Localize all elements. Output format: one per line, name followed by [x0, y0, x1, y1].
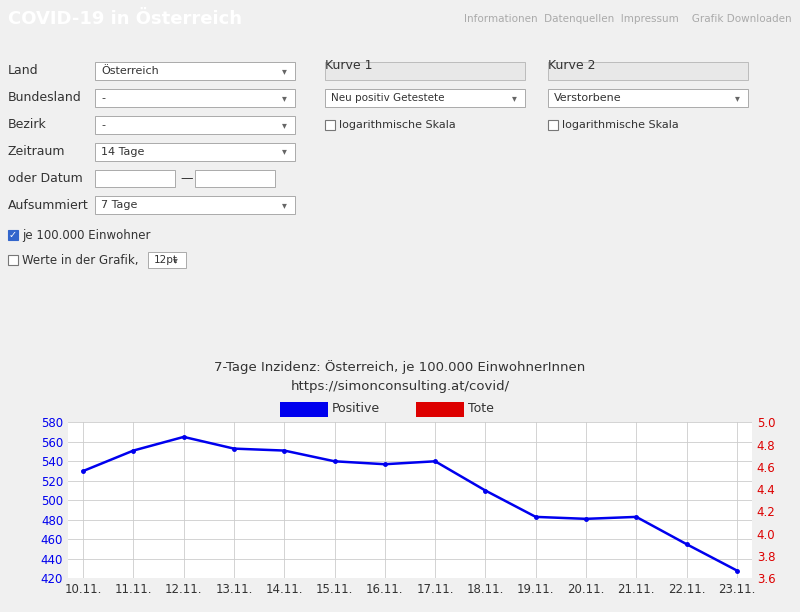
Text: Kurve 2: Kurve 2 — [548, 59, 595, 72]
Text: Bundesland: Bundesland — [8, 91, 82, 104]
Text: Neu positiv Getestete: Neu positiv Getestete — [331, 93, 445, 103]
FancyBboxPatch shape — [325, 62, 525, 80]
Text: logarithmische Skala: logarithmische Skala — [339, 120, 456, 130]
Text: ▾: ▾ — [173, 255, 178, 265]
FancyBboxPatch shape — [548, 62, 748, 80]
Text: ▾: ▾ — [512, 93, 517, 103]
FancyBboxPatch shape — [95, 89, 295, 106]
FancyBboxPatch shape — [325, 120, 335, 130]
Text: https://simonconsulting.at/covid/: https://simonconsulting.at/covid/ — [290, 380, 510, 394]
Text: ▾: ▾ — [282, 147, 287, 157]
Text: —: — — [180, 172, 193, 185]
FancyBboxPatch shape — [95, 62, 295, 80]
FancyBboxPatch shape — [95, 170, 175, 187]
FancyBboxPatch shape — [548, 89, 748, 106]
Text: ✓: ✓ — [9, 230, 17, 241]
Text: COVID-19 in Österreich: COVID-19 in Österreich — [8, 10, 242, 28]
Text: Werte in der Grafik,: Werte in der Grafik, — [22, 254, 138, 267]
Text: -: - — [101, 93, 105, 103]
FancyBboxPatch shape — [8, 230, 18, 241]
Text: Land: Land — [8, 64, 38, 77]
Text: Aufsummiert: Aufsummiert — [8, 199, 89, 212]
Text: 12pt: 12pt — [154, 255, 178, 265]
FancyBboxPatch shape — [416, 401, 464, 417]
FancyBboxPatch shape — [95, 196, 295, 214]
Text: Bezirk: Bezirk — [8, 118, 46, 131]
Text: logarithmische Skala: logarithmische Skala — [562, 120, 678, 130]
FancyBboxPatch shape — [548, 120, 558, 130]
FancyBboxPatch shape — [195, 170, 275, 187]
Text: 7 Tage: 7 Tage — [101, 200, 138, 211]
Text: Österreich: Österreich — [101, 66, 158, 76]
Text: Informationen  Datenquellen  Impressum    Grafik Downloaden: Informationen Datenquellen Impressum Gra… — [464, 14, 792, 24]
Text: Zeitraum: Zeitraum — [8, 145, 66, 158]
Text: ▾: ▾ — [282, 66, 287, 76]
Text: Positive: Positive — [332, 402, 380, 415]
FancyBboxPatch shape — [95, 143, 295, 160]
FancyBboxPatch shape — [8, 255, 18, 265]
Text: ▾: ▾ — [735, 93, 740, 103]
Text: 14 Tage: 14 Tage — [101, 147, 144, 157]
Text: Tote: Tote — [468, 402, 494, 415]
FancyBboxPatch shape — [148, 252, 186, 268]
Text: -: - — [101, 120, 105, 130]
Text: oder Datum: oder Datum — [8, 172, 82, 185]
FancyBboxPatch shape — [325, 89, 525, 106]
Text: Verstorbene: Verstorbene — [554, 93, 622, 103]
Text: ▾: ▾ — [282, 120, 287, 130]
Text: ▾: ▾ — [282, 200, 287, 211]
Text: 7-Tage Inzidenz: Österreich, je 100.000 EinwohnerInnen: 7-Tage Inzidenz: Österreich, je 100.000 … — [214, 360, 586, 374]
FancyBboxPatch shape — [280, 401, 328, 417]
Text: ▾: ▾ — [282, 93, 287, 103]
Text: je 100.000 Einwohner: je 100.000 Einwohner — [22, 229, 150, 242]
Text: Kurve 1: Kurve 1 — [325, 59, 373, 72]
FancyBboxPatch shape — [95, 116, 295, 133]
